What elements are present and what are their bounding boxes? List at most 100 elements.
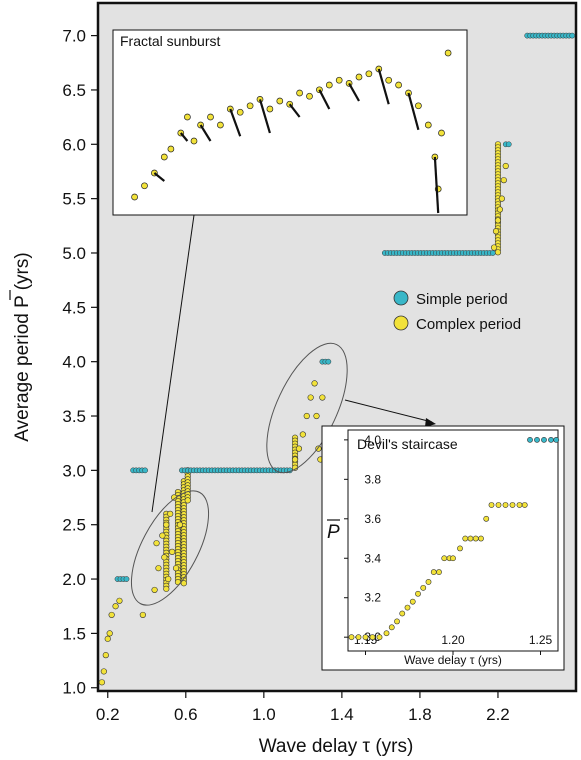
staircase-xlabel: Wave delay τ (yrs) [404, 653, 502, 667]
complex-point [291, 456, 299, 463]
sunburst-dense-streak [179, 132, 189, 142]
sunburst-dense-streak [433, 156, 440, 214]
sunburst-point [365, 70, 373, 78]
staircase-simple-point [548, 436, 554, 443]
staircase-simple-point [553, 436, 560, 443]
complex-point [490, 244, 498, 251]
staircase-complex-point [355, 634, 362, 641]
sunburst-point [276, 97, 284, 105]
staircase-y-tick-label: 4.0 [364, 433, 381, 447]
legend-swatch-simple [393, 290, 409, 306]
sunburst-title: Fractal sunburst [120, 33, 220, 49]
staircase-complex-point [376, 634, 383, 641]
sunburst-dense-streak [318, 89, 331, 110]
complex-point [100, 668, 107, 675]
x-tick-label: 2.2 [486, 705, 510, 724]
complex-point [102, 652, 109, 659]
staircase-ylabel: P [327, 522, 340, 543]
staircase-simple-point [534, 436, 540, 443]
complex-point [153, 540, 160, 547]
y-tick-label: 4.0 [62, 353, 86, 372]
highlight-ellipse-low [130, 490, 210, 606]
y-tick-label: 1.0 [62, 679, 86, 698]
complex-point [492, 228, 500, 235]
sunburst-point [335, 76, 343, 84]
x-tick-label: 1.4 [330, 705, 354, 724]
staircase-complex-point [478, 535, 484, 542]
legend-label-simple: Simple period [416, 291, 508, 308]
complex-point [167, 510, 174, 517]
staircase-complex-point [495, 502, 502, 508]
complex-point [496, 206, 504, 213]
x-tick-label: 0.2 [96, 705, 120, 724]
arrow-to-staircase [344, 399, 433, 423]
complex-point [500, 177, 507, 184]
complex-point [104, 635, 111, 642]
complex-point [313, 412, 320, 420]
sunburst-point [207, 113, 214, 121]
simple-plateau [114, 576, 130, 582]
staircase-simple-point [527, 436, 533, 443]
complex-point [163, 521, 170, 528]
sunburst-point [296, 89, 303, 97]
sunburst-dense-streak [229, 108, 242, 137]
staircase-complex-point [516, 502, 523, 508]
y-tick-label: 7.0 [62, 27, 86, 46]
staircase-y-tick-label: 3.8 [364, 472, 381, 486]
y-tick-label: 3.5 [62, 407, 86, 426]
y-tick-label: 6.0 [62, 135, 86, 154]
staircase-complex-point [394, 618, 400, 625]
sunburst-point [306, 92, 313, 100]
legend: Simple period Complex period [393, 290, 521, 333]
sunburst-point [236, 108, 244, 116]
staircase-plot-area [347, 429, 559, 652]
sunburst-dense-streak [288, 103, 301, 118]
simple-plateau [381, 250, 496, 256]
complex-point [151, 586, 158, 594]
simple-plateau [319, 358, 332, 365]
complex-point [295, 445, 303, 452]
staircase-complex-point [362, 634, 369, 641]
complex-point [311, 380, 318, 387]
staircase-complex-point [404, 604, 411, 611]
legend-label-complex: Complex period [416, 316, 521, 333]
x-tick-label: 1.0 [252, 705, 276, 724]
staircase-complex-point [488, 502, 495, 508]
sunburst-point [395, 81, 402, 89]
sunburst-inset [112, 29, 468, 216]
staircase-complex-point [502, 502, 509, 508]
complex-point [170, 494, 178, 501]
complex-point [98, 679, 106, 686]
staircase-complex-point [441, 555, 448, 562]
arrow-to-sunburst [151, 207, 196, 513]
staircase-x-tick-label: 1.20 [441, 633, 465, 647]
complex-point [108, 611, 115, 619]
staircase-complex-point [472, 535, 479, 542]
y-tick-label: 5.5 [62, 190, 86, 209]
y-tick-label: 5.0 [62, 244, 86, 263]
simple-plateau [502, 141, 512, 148]
sunburst-point [167, 145, 175, 153]
complex-point [319, 394, 326, 401]
sunburst-point [438, 129, 445, 137]
y-axis-label: Average period P (yrs) [12, 252, 33, 441]
staircase-y-tick-label: 3.4 [364, 551, 381, 565]
staircase-complex-point [436, 569, 442, 575]
staircase-complex-point [399, 610, 406, 617]
staircase-complex-point [420, 584, 427, 591]
complex-point [112, 603, 119, 610]
complex-point [172, 565, 180, 572]
complex-point [315, 445, 322, 452]
staircase-x-tick-label: 1.25 [529, 633, 553, 647]
sunburst-point [246, 102, 254, 110]
complex-point [303, 412, 310, 420]
sunburst-dense-streak [407, 92, 420, 131]
simple-plateau [130, 467, 148, 474]
sunburst-point [217, 121, 224, 129]
sunburst-point [325, 81, 333, 89]
simple-plateau [179, 467, 293, 474]
sunburst-dense-streak [258, 99, 271, 134]
complex-point [307, 394, 314, 401]
x-tick-label: 0.6 [174, 705, 198, 724]
